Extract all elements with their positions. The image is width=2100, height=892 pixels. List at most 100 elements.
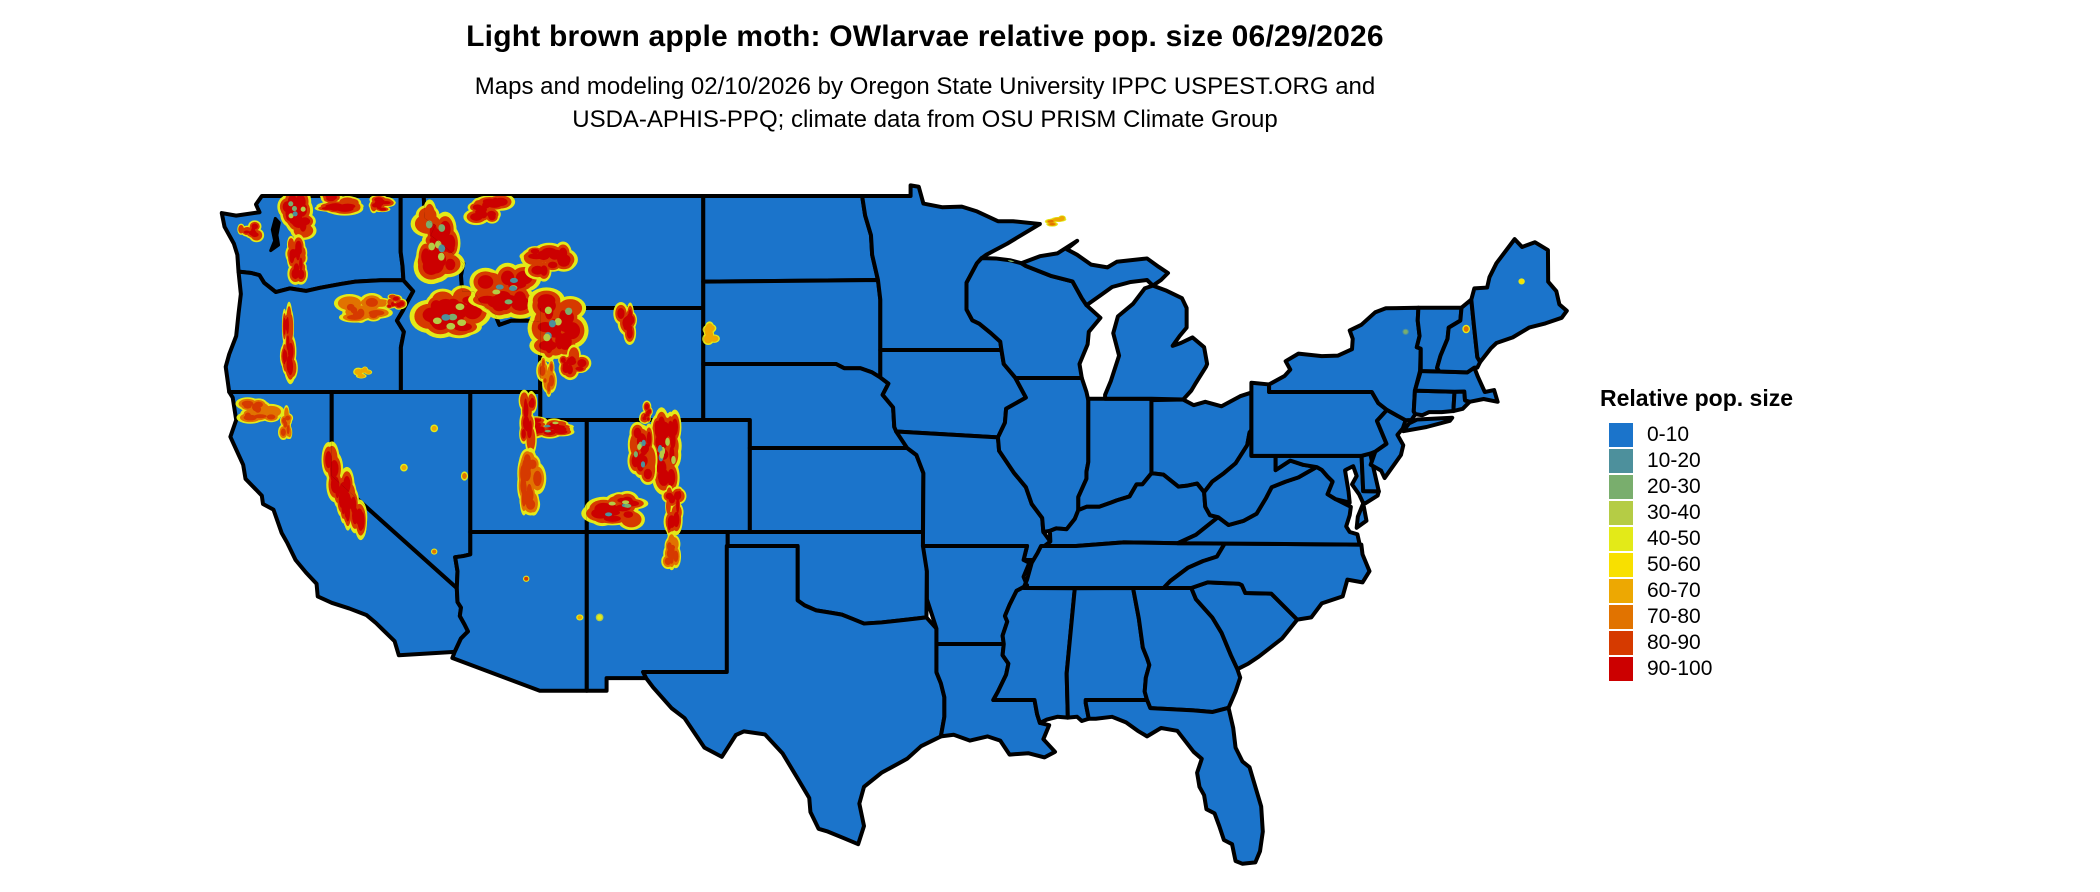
hotspot-id-panhandle	[410, 199, 465, 285]
state-shape-li	[1403, 418, 1452, 431]
hotspot-nv-ruby	[430, 424, 439, 433]
subtitle-line-1: Maps and modeling 02/10/2026 by Oregon S…	[474, 73, 1376, 100]
hotspot-or-blue-mountains	[333, 293, 395, 323]
hotspot-wy-bighorns	[613, 301, 637, 345]
hotspot-ca-shasta-lassen	[278, 405, 294, 441]
legend-label: 0-10	[1647, 423, 1690, 446]
legend-label: 90-100	[1647, 657, 1713, 680]
legend-label: 30-40	[1647, 501, 1701, 524]
legend-item: 80-90	[1609, 631, 1793, 655]
state-shape-ct	[1414, 391, 1455, 416]
legend-swatch	[1609, 579, 1633, 603]
hotspot-az-san-francisco-peaks	[523, 575, 530, 582]
legend: Relative pop. size 0-10 10-20 20-30 30-40 40…	[1600, 385, 1793, 681]
hotspot-yellowstone-absaroka	[527, 287, 589, 363]
hotspot-nh-white-mountains	[1462, 324, 1471, 334]
state-shape-nm	[587, 532, 728, 691]
inland-water-layer	[271, 218, 280, 250]
legend-item: 40-50	[1609, 527, 1793, 551]
hotspot-mt-little-belt	[519, 241, 578, 282]
legend-items: 0-10 10-20 20-30 30-40 40-50 50-60 60-70 70-80 8…	[1609, 423, 1793, 681]
hotspot-nm-mogollon	[595, 613, 604, 622]
header: Light brown apple moth: OWlarvae relativ…	[0, 20, 1850, 136]
legend-label: 70-80	[1647, 605, 1701, 628]
hotspot-co-front-range	[648, 407, 682, 496]
state-shape-me	[1471, 239, 1567, 362]
hotspot-or-wallowas	[385, 293, 408, 310]
state-shapes-layer	[222, 185, 1567, 863]
hotspot-wy-medicine-bow	[638, 400, 653, 424]
hotspot-mt-glacier	[463, 193, 516, 226]
hotspot-mi-isle-royale	[1044, 215, 1067, 227]
state-shape-fl	[1086, 700, 1263, 864]
state-shape-nc	[1164, 543, 1370, 620]
legend-item: 60-70	[1609, 579, 1793, 603]
hotspot-wy-wind-river	[558, 344, 592, 381]
hotspot-me-katahdin	[1518, 278, 1525, 285]
hotspot-wa-olympics	[237, 220, 265, 243]
subtitle-line-2: USDA-APHIS-PPQ; climate data from OSU PR…	[572, 106, 1278, 133]
legend-label: 40-50	[1647, 527, 1701, 550]
legend-swatch	[1609, 449, 1633, 473]
hotspot-wa-south-cascades	[285, 234, 308, 285]
legend-swatch	[1609, 501, 1633, 525]
hotspot-co-sangre-de-cristo	[661, 485, 687, 538]
hotspot-wa-selkirks	[368, 194, 396, 214]
hotspot-sd-black-hills	[702, 321, 720, 346]
legend-title: Relative pop. size	[1600, 385, 1794, 411]
hotspot-ca-sierra-nevada	[321, 441, 368, 541]
legend-label: 60-70	[1647, 579, 1701, 602]
legend-swatch	[1609, 631, 1633, 655]
hotspot-ca-klamath	[235, 397, 285, 424]
hotspot-ut-wasatch-plateau	[517, 447, 547, 516]
us-choropleth-map	[150, 168, 1571, 882]
legend-item: 70-80	[1609, 605, 1793, 629]
state-shape-or	[226, 272, 414, 392]
hotspot-wy-salt-river-range	[536, 355, 557, 398]
hotspot-az-white-mountains	[576, 614, 584, 621]
legend-swatch	[1609, 423, 1633, 447]
hotspot-nv-spring	[430, 548, 438, 555]
legend-label: 80-90	[1647, 631, 1701, 654]
state-shape-nj	[1371, 410, 1406, 478]
hotspot-nv-snake-range	[460, 471, 469, 481]
legend-swatch	[1609, 553, 1633, 577]
state-shape-milp	[1105, 286, 1207, 400]
legend-swatch	[1609, 605, 1633, 629]
state-shape-ks	[750, 448, 924, 532]
legend-item: 50-60	[1609, 553, 1793, 577]
hotspot-layer	[235, 186, 1525, 622]
legend-item: 30-40	[1609, 501, 1793, 525]
legend-swatch	[1609, 527, 1633, 551]
legend-swatch	[1609, 475, 1633, 499]
state-shape-ms	[993, 585, 1075, 723]
hotspot-nm-sangre-de-cristo	[661, 531, 682, 571]
hotspot-or-cascades	[279, 301, 298, 385]
hotspot-co-san-juans	[581, 490, 649, 531]
hotspot-co-gore-sawatch	[627, 421, 658, 485]
hotspot-wa-okanogan	[314, 191, 364, 216]
hotspot-nv-toiyabe	[400, 463, 408, 472]
us-map-container	[150, 168, 1571, 882]
state-shape-az	[452, 532, 586, 691]
coastal-island-dot	[259, 205, 263, 209]
state-shape-tx	[643, 546, 944, 844]
state-shape-vash	[1357, 503, 1367, 527]
coastal-island-dot	[262, 200, 266, 204]
legend-label: 50-60	[1647, 553, 1701, 576]
hotspot-ut-wasatch	[518, 389, 538, 457]
hotspot-or-steens	[353, 366, 373, 379]
legend-item: 90-100	[1609, 657, 1793, 681]
state-shape-md	[1276, 456, 1379, 503]
legend-item: 20-30	[1609, 475, 1793, 499]
hotspot-ny-adirondack-dot	[1402, 328, 1409, 335]
state-shape-nd	[703, 196, 878, 282]
legend-label: 20-30	[1647, 475, 1701, 498]
state-shape-miup	[1021, 241, 1168, 305]
page-title: Light brown apple moth: OWlarvae relativ…	[466, 20, 1384, 53]
hotspot-islands-layer	[1044, 215, 1067, 227]
page-subtitle: Maps and modeling 02/10/2026 by Oregon S…	[0, 70, 1850, 136]
legend-item: 10-20	[1609, 449, 1793, 473]
legend-swatch	[1609, 657, 1633, 681]
